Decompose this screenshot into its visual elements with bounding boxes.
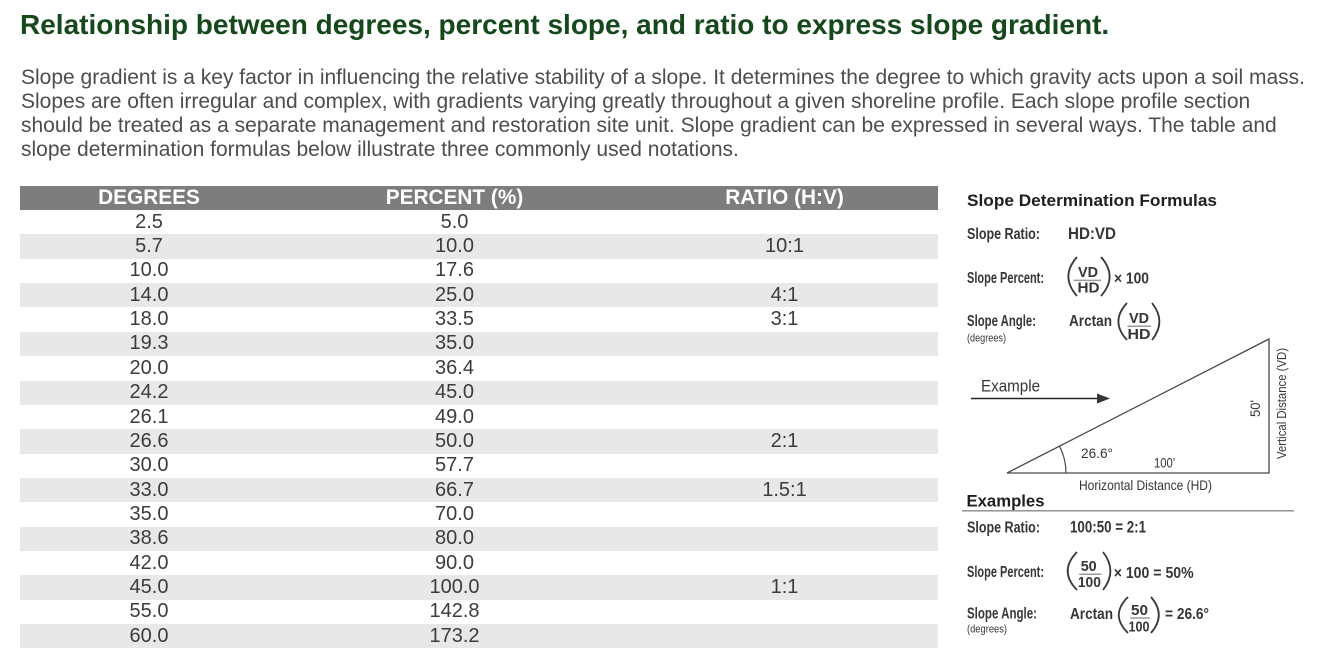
svg-text:Horizontal Distance (HD): Horizontal Distance (HD) — [1079, 477, 1212, 493]
svg-text:× 100: × 100 — [1114, 271, 1149, 288]
svg-text:Arctan: Arctan — [1070, 606, 1113, 623]
svg-text:(degrees): (degrees) — [967, 333, 1006, 345]
svg-text:HD: HD — [1128, 326, 1151, 343]
svg-text:Arctan: Arctan — [1069, 313, 1112, 330]
svg-text:= 26.6°: = 26.6° — [1165, 606, 1209, 623]
svg-text:100:50 = 2:1: 100:50 = 2:1 — [1070, 518, 1146, 537]
svg-text:Slope Determination Formulas: Slope Determination Formulas — [967, 191, 1217, 210]
svg-text:Vertical Distance (VD): Vertical Distance (VD) — [1275, 348, 1289, 459]
svg-text:26.6°: 26.6° — [1081, 446, 1113, 461]
svg-text:Slope Ratio:: Slope Ratio: — [967, 226, 1040, 243]
svg-text:50: 50 — [1131, 602, 1148, 619]
svg-text:100: 100 — [1129, 619, 1150, 636]
svg-text:VD: VD — [1129, 310, 1149, 327]
svg-text:Slope Ratio:: Slope Ratio: — [967, 520, 1040, 537]
svg-text:(degrees): (degrees) — [967, 624, 1007, 636]
svg-text:Examples: Examples — [967, 492, 1045, 511]
svg-text:Slope Angle:: Slope Angle: — [967, 606, 1037, 623]
svg-text:Slope Percent:: Slope Percent: — [967, 270, 1044, 287]
svg-text:Slope Angle:: Slope Angle: — [967, 313, 1036, 330]
svg-text:50': 50' — [1248, 400, 1263, 417]
svg-text:HD: HD — [1078, 279, 1100, 296]
svg-text:50: 50 — [1081, 558, 1097, 575]
svg-text:HD:VD: HD:VD — [1068, 224, 1116, 243]
svg-text:100: 100 — [1078, 574, 1101, 591]
svg-text:Example: Example — [981, 377, 1040, 396]
svg-text:100': 100' — [1154, 456, 1175, 471]
svg-text:× 100 = 50%: × 100 = 50% — [1114, 565, 1194, 582]
svg-text:VD: VD — [1078, 264, 1098, 281]
svg-text:Slope Percent:: Slope Percent: — [967, 564, 1044, 581]
